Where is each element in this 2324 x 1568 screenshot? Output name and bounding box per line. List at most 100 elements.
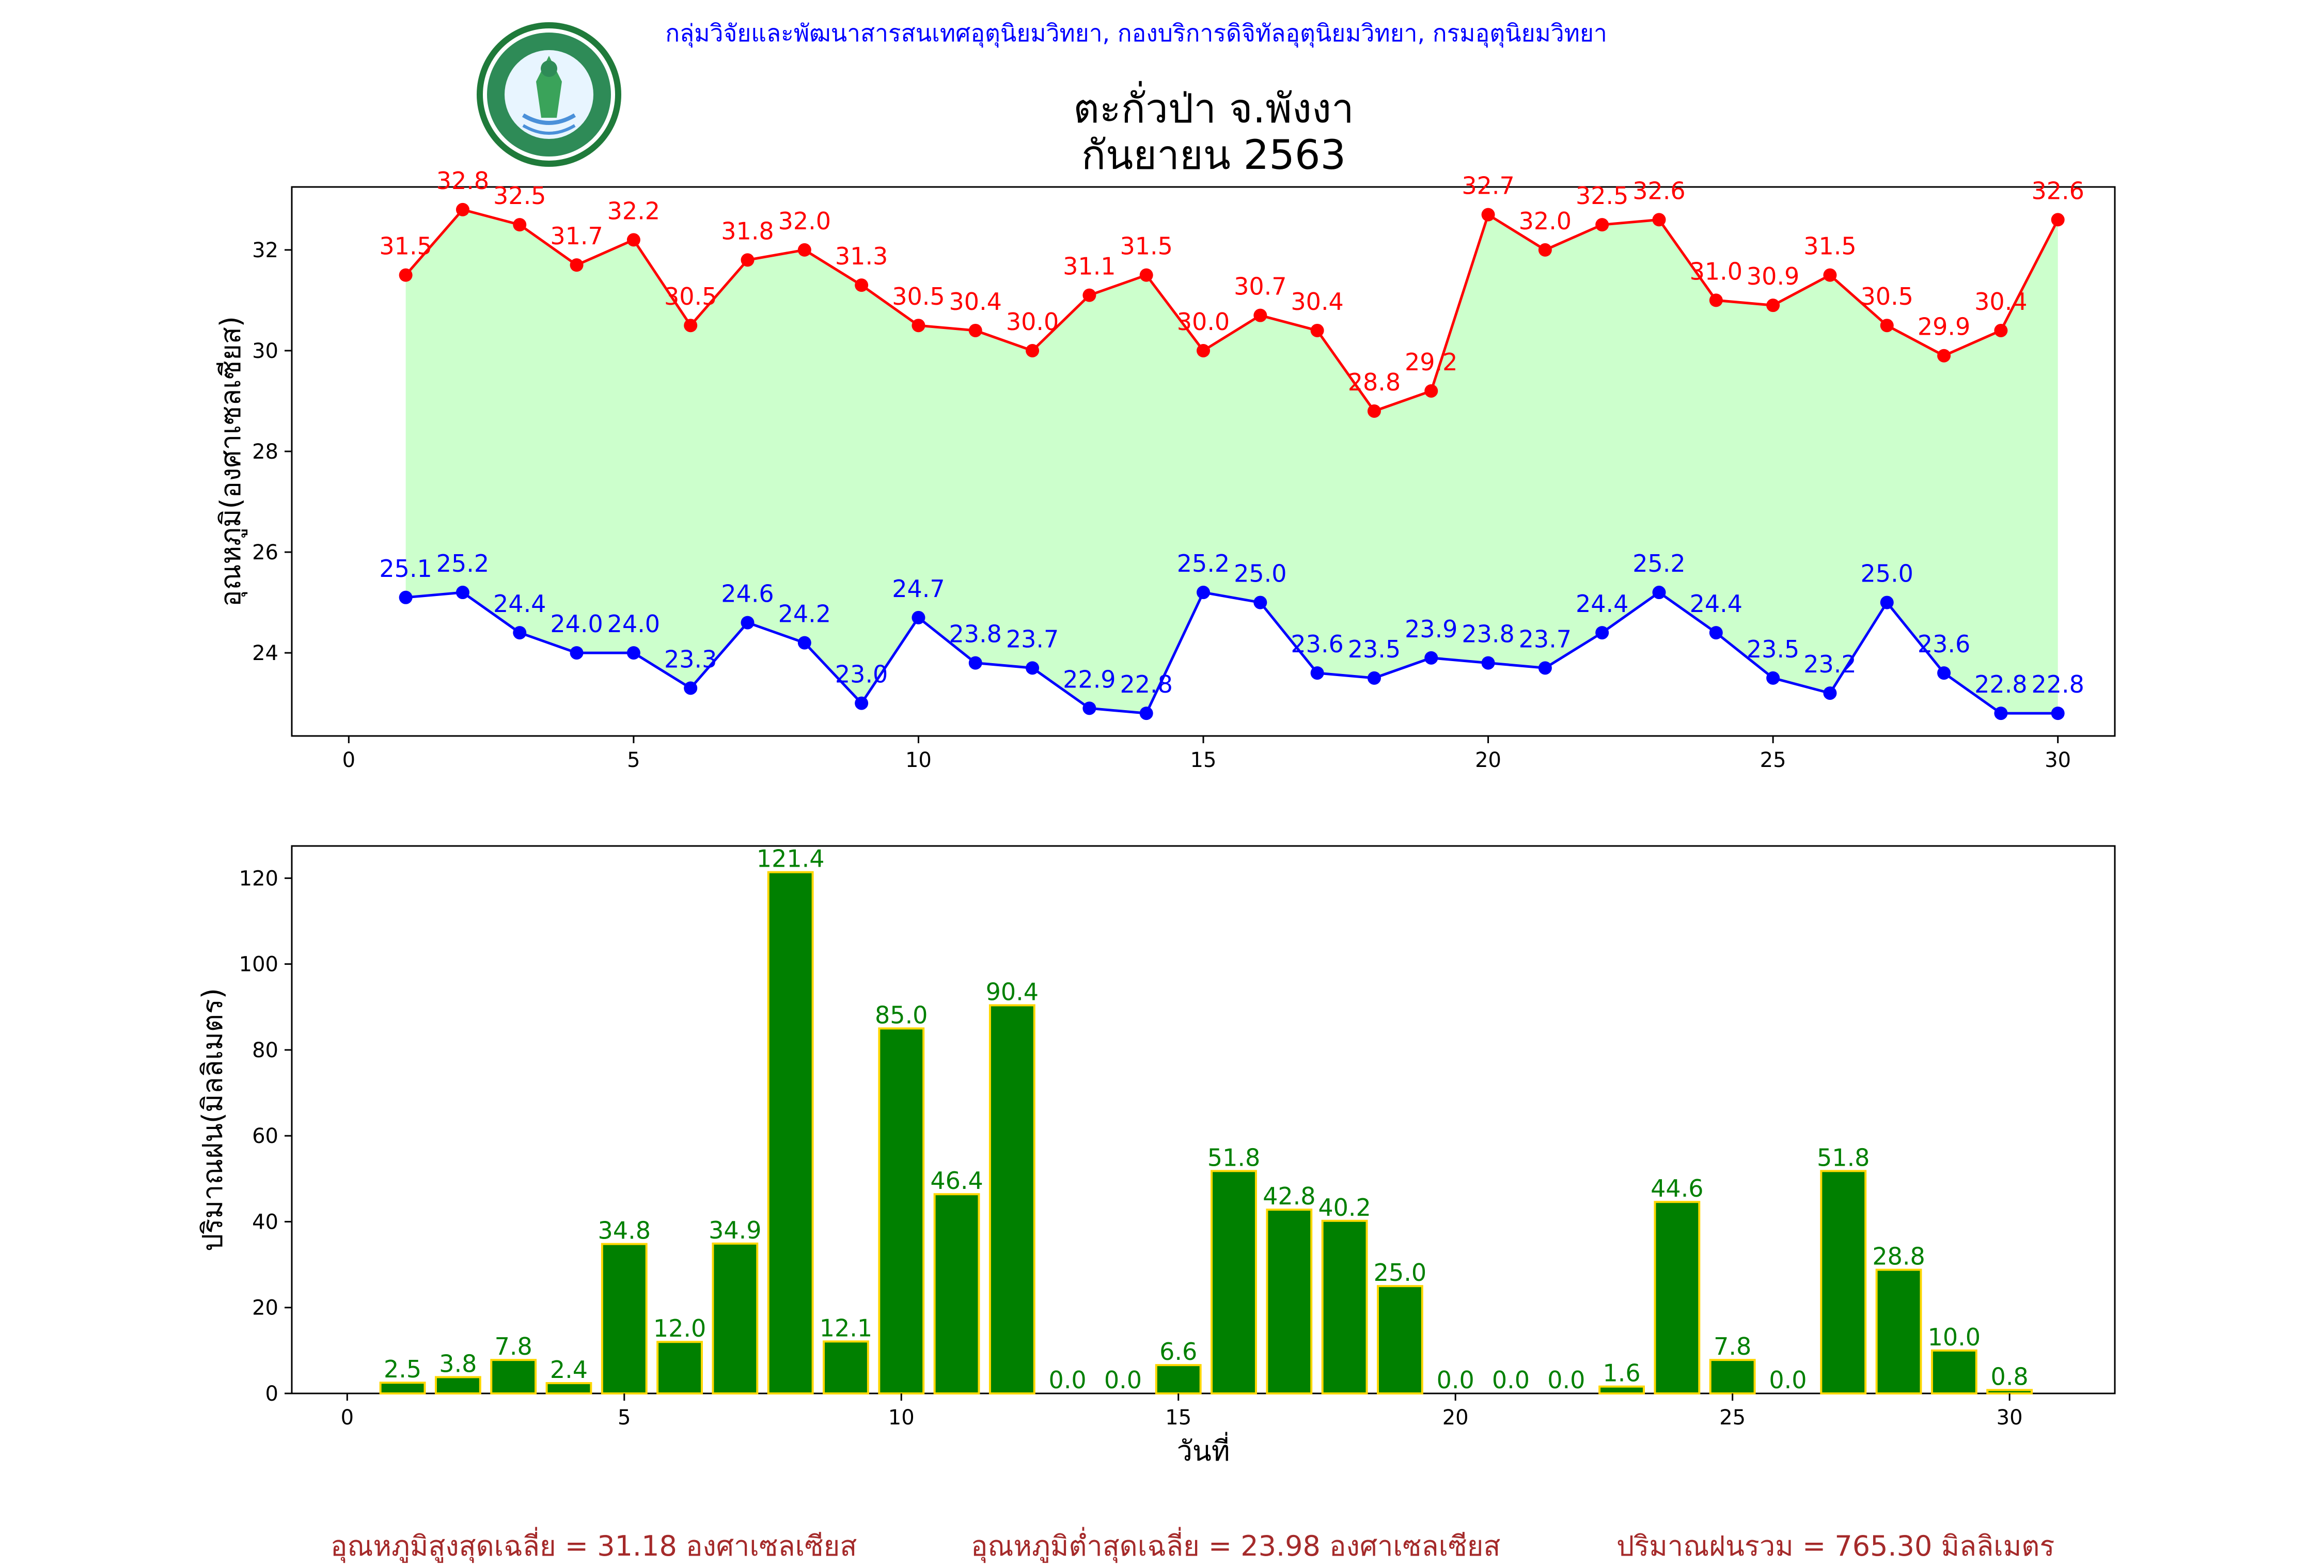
rainfall-value-label: 40.2 — [1318, 1194, 1371, 1221]
max-temperature-point — [513, 218, 527, 232]
rainfall-x-tick-label: 10 — [888, 1406, 915, 1430]
rainfall-bar — [379, 1382, 426, 1394]
temperature-x-tick-label: 25 — [1760, 748, 1786, 772]
max-temperature-point — [1026, 343, 1040, 357]
agency-header: กลุ่มวิจัยและพัฒนาสารสนเทศอุตุนิยมวิทยา,… — [665, 19, 1607, 47]
rainfall-x-tick-label: 30 — [1997, 1406, 2023, 1430]
max-temperature-point — [855, 278, 869, 292]
min-temperature-value-label: 22.8 — [2031, 670, 2084, 698]
min-temperature-point — [968, 656, 982, 670]
max-temperature-point — [1538, 243, 1552, 257]
temperature-y-tick-label: 32 — [252, 239, 278, 262]
rainfall-bar — [1930, 1349, 1977, 1395]
rainfall-bar — [712, 1242, 759, 1395]
min-temperature-line — [405, 590, 2058, 715]
rainfall-value-label: 51.8 — [1817, 1143, 1870, 1171]
max-temperature-point — [1823, 268, 1837, 282]
max-temperature-point — [1709, 293, 1723, 307]
max-temperature-point — [741, 253, 755, 267]
min-temperature-value-label: 23.6 — [1918, 630, 1970, 658]
max-temperature-point — [626, 233, 640, 247]
rainfall-value-label: 6.6 — [1159, 1338, 1197, 1366]
min-temperature-point — [1823, 686, 1837, 700]
min-temperature-point — [1880, 595, 1894, 609]
rainfall-x-tick-label: 15 — [1165, 1406, 1191, 1430]
max-temperature-value-label: 31.8 — [721, 217, 774, 245]
max-temperature-value-label: 28.8 — [1348, 368, 1401, 396]
max-temperature-point — [684, 319, 698, 333]
rainfall-value-label: 46.4 — [930, 1167, 983, 1195]
max-temperature-value-label: 32.0 — [1519, 207, 1572, 235]
min-temperature-point — [1595, 626, 1609, 640]
rainfall-x-tick-label: 0 — [341, 1406, 354, 1430]
max-temperature-value-label: 30.5 — [664, 283, 717, 310]
rainfall-value-label: 0.0 — [1547, 1366, 1585, 1394]
temperature-x-tick-label: 10 — [905, 748, 932, 772]
rainfall-value-label: 121.4 — [757, 845, 825, 873]
meteorological-department-logo — [477, 22, 621, 167]
max-temperature-value-label: 31.1 — [1063, 253, 1116, 280]
min-temperature-point — [797, 636, 811, 650]
max-temperature-point — [570, 258, 584, 272]
rainfall-value-label: 2.5 — [384, 1355, 421, 1383]
min-temperature-point — [626, 646, 640, 660]
rainfall-y-tick-label: 80 — [252, 1039, 278, 1062]
min-temperature-value-label: 23.2 — [1803, 650, 1856, 678]
rainfall-bar — [656, 1341, 703, 1395]
max-temperature-point — [912, 319, 925, 333]
max-temperature-value-label: 30.4 — [949, 288, 1002, 316]
min-temperature-point — [1709, 626, 1723, 640]
rainfall-bar — [988, 1004, 1035, 1394]
max-temperature-point — [1424, 384, 1438, 398]
min-temperature-point — [570, 646, 584, 660]
rainfall-value-label: 0.0 — [1769, 1366, 1807, 1394]
temperature-range-fill — [405, 209, 2058, 714]
rainfall-bar — [601, 1243, 648, 1395]
min-temperature-value-label: 24.2 — [778, 600, 831, 628]
max-temperature-value-label: 30.4 — [1291, 288, 1343, 316]
min-temperature-point — [456, 586, 469, 600]
rainfall-value-label: 12.0 — [653, 1314, 706, 1342]
min-temperature-value-label: 23.6 — [1291, 630, 1343, 658]
min-temperature-value-label: 25.1 — [379, 555, 432, 583]
max-temperature-value-label: 30.9 — [1747, 262, 1799, 290]
min-temperature-point — [1538, 661, 1552, 675]
max-temperature-point — [1937, 349, 1951, 363]
temperature-x-tick-label: 15 — [1190, 748, 1217, 772]
temperature-y-tick-label: 24 — [252, 641, 278, 665]
max-temperature-value-label: 30.5 — [892, 283, 945, 310]
rainfall-value-label: 0.0 — [1492, 1366, 1530, 1394]
temperature-x-tick-label: 20 — [1475, 748, 1501, 772]
min-temperature-value-label: 25.2 — [1177, 550, 1230, 577]
rainfall-x-tick-label: 20 — [1442, 1406, 1469, 1430]
max-temperature-value-label: 31.0 — [1690, 257, 1742, 285]
temperature-x-tick-label: 5 — [627, 748, 640, 772]
rainfall-bar — [1875, 1268, 1922, 1394]
min-temperature-point — [741, 616, 755, 630]
rainfall-value-label: 3.8 — [439, 1350, 477, 1377]
max-temperature-value-label: 31.3 — [835, 242, 888, 270]
rainfall-bar — [878, 1027, 925, 1395]
min-temperature-value-label: 24.6 — [721, 580, 774, 608]
min-temperature-point — [1766, 671, 1780, 685]
min-temperature-point — [1026, 661, 1040, 675]
min-temperature-value-label: 23.7 — [1519, 625, 1572, 653]
min-temperature-point — [1139, 707, 1153, 720]
min-temperature-point — [1937, 666, 1951, 680]
max-temperature-point — [1367, 404, 1381, 418]
rainfall-value-label: 0.0 — [1049, 1366, 1087, 1394]
rainfall-bar — [434, 1376, 481, 1395]
max-temperature-point — [2051, 213, 2065, 227]
min-temperature-value-label: 24.4 — [493, 590, 546, 618]
rainfall-bar — [1654, 1201, 1701, 1394]
min-temperature-point — [1310, 666, 1324, 680]
rainfall-y-tick-label: 40 — [252, 1210, 278, 1234]
min-temperature-value-label: 23.8 — [949, 620, 1002, 648]
max-temperature-value-label: 31.5 — [379, 232, 432, 260]
max-temperature-point — [456, 202, 469, 216]
min-temperature-value-label: 25.2 — [436, 550, 489, 577]
min-temperature-value-label: 23.0 — [835, 661, 888, 688]
temperature-y-tick-label: 28 — [252, 440, 278, 464]
rainfall-x-tick-label: 25 — [1719, 1406, 1746, 1430]
min-temperature-value-label: 25.2 — [1632, 550, 1685, 577]
